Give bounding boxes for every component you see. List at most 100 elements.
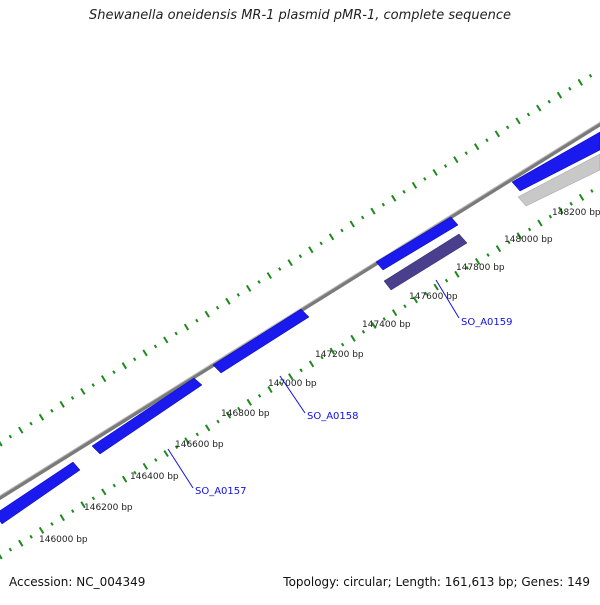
tick-mark — [371, 321, 377, 329]
inner-tick-track — [0, 189, 594, 560]
tick-mark — [515, 117, 521, 125]
tick-mark — [154, 458, 158, 462]
tick-mark — [278, 267, 282, 271]
tick-mark — [507, 240, 511, 245]
tick-mark — [495, 245, 502, 253]
tick-mark — [112, 370, 116, 375]
tick-mark — [444, 278, 449, 283]
tick-mark — [225, 411, 232, 419]
tick-mark — [412, 296, 419, 304]
tick-mark — [266, 272, 273, 280]
gene-arrow-dark[interactable] — [383, 233, 468, 291]
scale-label: 147800 bp — [456, 263, 505, 273]
tick-mark — [121, 362, 128, 370]
tick-mark — [101, 488, 107, 496]
outer-tick-track — [0, 73, 593, 447]
gene-label-leader — [279, 375, 306, 414]
tick-mark — [184, 437, 190, 445]
tick-mark — [485, 138, 489, 143]
gene-arrow-so-a0158[interactable] — [212, 308, 310, 374]
scale-label: 148000 bp — [504, 235, 553, 245]
tick-mark — [288, 373, 294, 381]
tick-mark — [391, 309, 398, 317]
tick-mark — [91, 496, 96, 501]
tick-mark — [50, 522, 54, 526]
gene-label-so-a0157[interactable]: SO_A0157 — [195, 486, 247, 497]
tick-mark — [195, 432, 199, 437]
tick-mark — [464, 151, 468, 156]
tick-mark — [558, 206, 564, 214]
tick-mark — [391, 194, 397, 202]
tick-mark — [443, 164, 448, 168]
tick-mark — [257, 394, 262, 398]
tick-mark — [59, 400, 65, 408]
tick-mark — [50, 408, 54, 413]
tick-mark — [536, 104, 542, 112]
tick-mark — [505, 125, 510, 130]
tick-mark — [8, 434, 13, 439]
tick-mark — [329, 347, 335, 355]
tick-mark — [71, 509, 75, 514]
tick-mark — [299, 368, 303, 373]
tick-mark — [308, 360, 315, 368]
gene-label-so-a0158[interactable]: SO_A0158 — [307, 411, 359, 422]
tick-mark — [411, 181, 418, 189]
gene-arrow-right[interactable] — [511, 131, 600, 192]
gene-arrow-grey[interactable] — [517, 153, 600, 207]
tick-mark — [516, 232, 522, 240]
tick-mark — [245, 284, 252, 292]
tick-mark — [588, 73, 593, 78]
tick-mark — [0, 441, 3, 447]
tick-mark — [433, 283, 439, 291]
tick-mark — [403, 304, 407, 309]
tick-mark — [142, 462, 149, 470]
tick-mark — [38, 413, 45, 421]
scale-label: 146000 bp — [39, 535, 88, 545]
tick-mark — [204, 424, 211, 432]
tick-mark — [80, 501, 86, 509]
tick-mark — [80, 387, 86, 395]
tick-mark — [236, 292, 240, 297]
gene-arrow-so-a0159[interactable] — [375, 216, 459, 271]
gene-label-leader — [167, 448, 194, 489]
tick-mark — [590, 189, 594, 193]
gene-arrow-so-a0157[interactable] — [91, 377, 203, 455]
tick-mark — [547, 99, 551, 104]
gene-arrow[interactable] — [0, 461, 81, 525]
tick-mark — [328, 233, 335, 241]
tick-mark — [494, 130, 501, 138]
scale-label: 146600 bp — [175, 440, 224, 450]
tick-mark — [349, 220, 355, 228]
gene-label-so-a0159[interactable]: SO_A0159 — [461, 317, 513, 328]
tick-mark — [486, 253, 490, 257]
tick-mark — [319, 241, 323, 246]
backbone-highlight — [0, 121, 600, 497]
tick-mark — [142, 349, 148, 357]
tick-mark — [474, 257, 481, 265]
tick-mark — [370, 207, 376, 215]
tick-mark — [381, 202, 386, 207]
accession-text: Accession: NC_004349 — [9, 575, 146, 589]
tick-mark — [278, 381, 283, 386]
tick-mark — [29, 534, 33, 539]
tick-mark — [59, 514, 65, 522]
tick-mark — [132, 357, 137, 362]
tick-mark — [350, 334, 356, 342]
scale-label: 146400 bp — [130, 472, 179, 482]
tick-mark — [432, 168, 438, 176]
tick-mark — [121, 475, 128, 483]
tick-mark — [287, 259, 293, 267]
tick-mark — [195, 318, 199, 323]
tick-mark — [361, 329, 366, 334]
scale-label: 147400 bp — [362, 320, 411, 330]
tick-mark — [454, 270, 460, 278]
tick-mark — [548, 214, 553, 219]
tick-mark — [320, 355, 324, 360]
tick-mark — [340, 342, 345, 347]
tick-mark — [473, 143, 480, 151]
tick-mark — [556, 91, 563, 99]
tick-mark — [91, 383, 95, 387]
tick-mark — [18, 426, 24, 434]
